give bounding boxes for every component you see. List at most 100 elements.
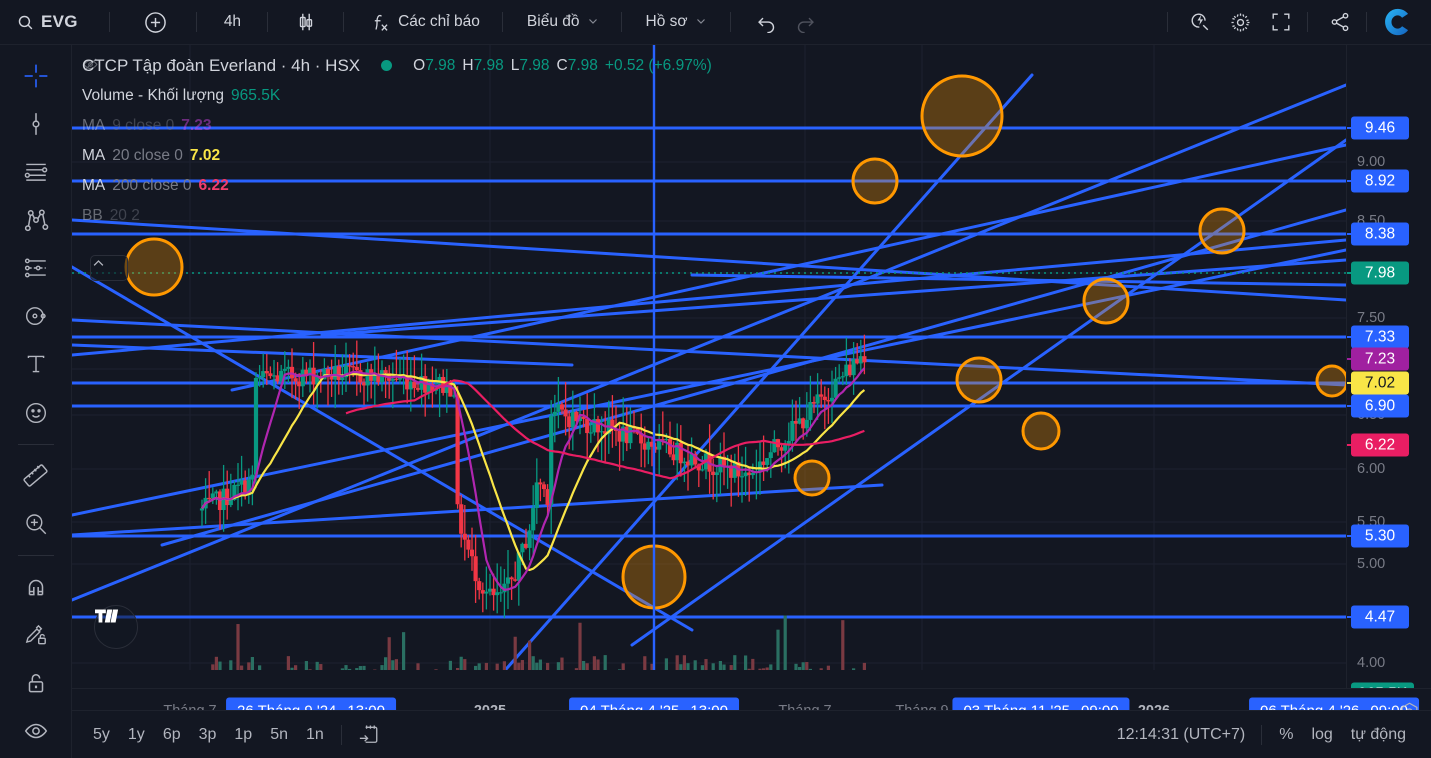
function-icon (370, 12, 391, 33)
range-3p-button[interactable]: 3p (198, 725, 217, 743)
ma200-line (345, 379, 865, 480)
lock-drawings-tool[interactable] (14, 662, 58, 705)
price-plot[interactable]: FFFF CTCP Tập đoàn Everland · 4h · HSX O… (72, 45, 1346, 670)
chart-canvas: FFFF (72, 45, 1346, 670)
hide-drawings-tool[interactable] (14, 710, 58, 753)
alert-lightning-icon (1189, 11, 1211, 33)
ma9-line (201, 367, 866, 591)
redo-button[interactable] (786, 5, 825, 39)
price-label-tick (1347, 405, 1353, 407)
price-label-trendline[interactable]: 7.33 (1351, 325, 1409, 349)
text-icon (23, 351, 49, 377)
divider (343, 12, 345, 32)
price-label-last-price[interactable]: 7.98 (1351, 261, 1409, 285)
price-tick: 7.50 (1357, 310, 1386, 326)
divider (1366, 12, 1367, 32)
horizontal-lines-icon (23, 159, 49, 185)
clock-label: 12:14:31 (UTC+7) (1116, 725, 1246, 743)
cursor-crosshair-tool[interactable] (14, 54, 58, 97)
indicators-button[interactable]: Các chỉ báo (361, 5, 489, 39)
percent-scale-button[interactable]: % (1279, 725, 1294, 743)
price-label-trendline[interactable]: 8.92 (1351, 169, 1409, 193)
divider (195, 12, 197, 32)
interval-button[interactable]: 4h (215, 5, 250, 39)
divider (108, 12, 110, 32)
fullscreen-icon (1270, 11, 1292, 33)
share-button[interactable] (1320, 5, 1360, 39)
price-label-ma200[interactable]: 6.22 (1351, 433, 1409, 457)
price-label-trendline[interactable]: 5.30 (1351, 524, 1409, 548)
pitchfork-tool[interactable] (14, 198, 58, 241)
settings-button[interactable] (1220, 5, 1261, 39)
price-label-tick (1347, 127, 1353, 129)
eye-icon (23, 718, 49, 744)
price-label-tick (1347, 382, 1353, 384)
price-label-trendline[interactable]: 4.47 (1351, 605, 1409, 629)
trend-line-tool[interactable] (14, 102, 58, 145)
goto-date-button[interactable] (350, 719, 387, 750)
symbol-label: EVG (41, 12, 78, 31)
trend-line-icon (23, 111, 49, 137)
top-toolbar: EVG 4h (0, 0, 1431, 45)
chevron-down-icon (587, 15, 599, 30)
chart-style-button[interactable] (286, 5, 326, 39)
redo-icon (795, 12, 816, 33)
collapse-legend-button[interactable] (90, 255, 128, 281)
chevron-down-icon (695, 15, 707, 30)
search-icon (17, 14, 34, 31)
price-tick: 6.00 (1357, 461, 1386, 477)
divider (340, 724, 342, 745)
range-6p-button[interactable]: 6p (162, 725, 181, 743)
ma20-line (201, 372, 866, 572)
tradingview-logo[interactable] (94, 605, 138, 649)
price-label-trendline[interactable]: 9.46 (1351, 116, 1409, 140)
ellipse-icon (23, 303, 49, 329)
profile-menu-button[interactable]: Hồ sơ (637, 5, 716, 39)
trend-lines (72, 73, 1346, 670)
brand-logo-button[interactable] (1371, 5, 1423, 39)
alerts-button[interactable] (1180, 5, 1220, 39)
divider (1307, 12, 1308, 32)
interval-label: 4h (223, 13, 242, 30)
candlestick-series (199, 334, 867, 618)
divider (1167, 12, 1168, 32)
range-1p-button[interactable]: 1p (234, 725, 253, 743)
price-label-tick (1347, 272, 1353, 274)
text-tool[interactable] (14, 343, 58, 386)
price-label-trendline[interactable]: 6.90 (1351, 394, 1409, 418)
fullscreen-button[interactable] (1261, 5, 1301, 39)
range-5n-button[interactable]: 5n (270, 725, 288, 743)
drawing-mode-lock-tool[interactable] (14, 614, 58, 657)
measure-ruler-tool[interactable] (14, 454, 58, 497)
emoji-tool[interactable] (14, 391, 58, 434)
ruler-icon (22, 462, 49, 489)
plus-circle-icon (143, 10, 168, 35)
price-label-ma9[interactable]: 7.23 (1351, 347, 1409, 371)
divider (1261, 724, 1263, 745)
magnet-tool[interactable] (14, 565, 58, 608)
price-label-ma20[interactable]: 7.02 (1351, 371, 1409, 395)
ellipse-tool[interactable] (14, 295, 58, 338)
range-5y-button[interactable]: 5y (93, 725, 110, 743)
chart-container[interactable]: FFFF CTCP Tập đoàn Everland · 4h · HSX O… (72, 45, 1431, 758)
price-label-tick (1347, 358, 1353, 360)
price-axis[interactable]: 9.008.507.506.506.005.505.004.003.50 9.4… (1346, 45, 1431, 716)
horizontal-lines-tool[interactable] (14, 150, 58, 193)
add-symbol-button[interactable] (134, 5, 177, 39)
gear-icon (1229, 11, 1252, 34)
zoom-in-tool[interactable] (14, 502, 58, 545)
fib-retracement-tool[interactable] (14, 247, 58, 290)
crosshair-icon (23, 63, 49, 89)
auto-scale-button[interactable]: tự động (1350, 725, 1406, 743)
range-1y-button[interactable]: 1y (127, 725, 145, 743)
range-1n-button[interactable]: 1n (306, 725, 324, 743)
fib-retracement-icon (23, 255, 49, 281)
volume-series (211, 615, 866, 670)
bottom-status-bar: 5y 1y 6p 3p 1p 5n 1n 12:14:31 (UTC+7) % … (72, 710, 1431, 758)
log-scale-button[interactable]: log (1311, 725, 1333, 743)
chart-menu-button[interactable]: Biểu đồ (518, 5, 608, 39)
undo-button[interactable] (747, 5, 786, 39)
price-label-trendline[interactable]: 8.38 (1351, 222, 1409, 246)
symbol-search-button[interactable]: EVG (8, 5, 87, 39)
